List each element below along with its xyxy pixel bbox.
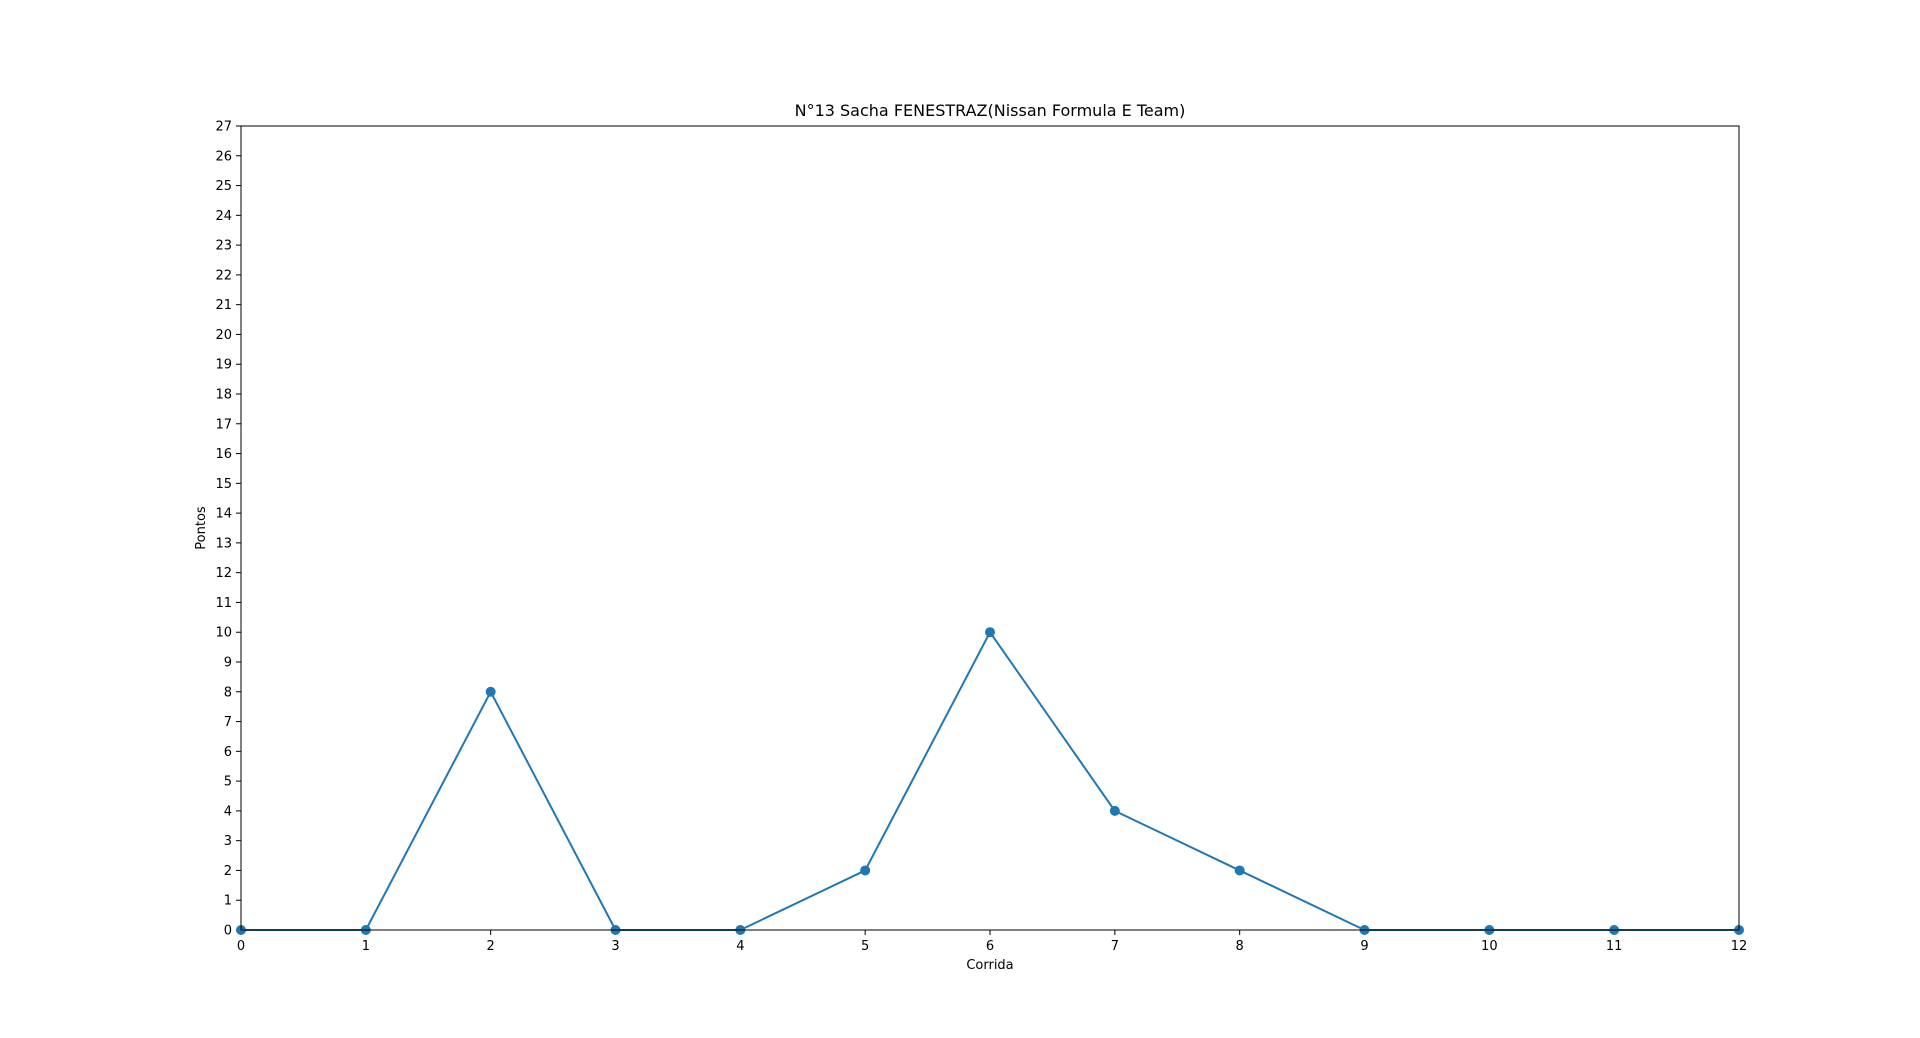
y-tick-label: 23 xyxy=(215,239,232,254)
x-tick-label: 1 xyxy=(362,939,370,954)
x-tick-label: 2 xyxy=(487,939,495,954)
axis-ticks: 0 1 2 3 4 5 6 7 8 9 10 11 12012345678910111213141516… xyxy=(215,120,1747,955)
data-point xyxy=(985,627,995,638)
y-tick-label: 12 xyxy=(215,566,232,581)
y-tick-label: 2 xyxy=(224,864,232,879)
y-tick-label: 9 xyxy=(224,656,232,671)
x-axis-label: Corrida xyxy=(966,958,1013,973)
y-tick-label: 24 xyxy=(215,209,232,224)
y-tick-label: 20 xyxy=(215,328,232,343)
y-tick-label: 17 xyxy=(215,417,232,432)
x-tick-label: 8 xyxy=(1236,939,1244,954)
y-tick-label: 16 xyxy=(215,447,232,462)
y-tick-label: 6 xyxy=(224,745,232,760)
y-tick-label: 13 xyxy=(215,536,232,551)
y-tick-label: 0 xyxy=(224,924,232,939)
x-tick-label: 0 xyxy=(237,939,245,954)
x-tick-label: 6 xyxy=(986,939,994,954)
data-point xyxy=(485,686,496,697)
x-tick-label: 5 xyxy=(861,939,869,954)
y-tick-label: 8 xyxy=(224,685,232,700)
y-tick-label: 18 xyxy=(215,388,232,403)
x-tick-label: 12 xyxy=(1731,939,1748,954)
y-tick-label: 27 xyxy=(215,120,232,135)
y-tick-label: 10 xyxy=(215,626,232,641)
x-tick-label: 10 xyxy=(1481,939,1498,954)
y-tick-label: 25 xyxy=(215,179,232,194)
series-line xyxy=(241,631,1739,931)
axes-frame xyxy=(240,125,1740,931)
y-tick-label: 1 xyxy=(224,894,232,909)
data-point xyxy=(1109,805,1120,816)
y-tick-label: 22 xyxy=(215,268,232,283)
y-tick-label: 26 xyxy=(215,149,232,164)
x-tick-label: 4 xyxy=(736,939,744,954)
y-tick-label: 21 xyxy=(215,298,232,313)
x-tick-label: 7 xyxy=(1111,939,1119,954)
chart-title: N°13 Sacha FENESTRAZ(Nissan Formula E Te… xyxy=(795,101,1186,120)
y-tick-label: 19 xyxy=(215,358,232,373)
y-tick-label: 4 xyxy=(224,804,232,819)
data-point xyxy=(1234,865,1245,876)
x-tick-label: 9 xyxy=(1360,939,1368,954)
x-tick-label: 3 xyxy=(611,939,619,954)
y-tick-label: 5 xyxy=(224,775,232,790)
y-tick-label: 11 xyxy=(215,596,232,611)
y-tick-label: 15 xyxy=(215,477,232,492)
y-tick-label: 14 xyxy=(215,507,232,522)
x-tick-label: 11 xyxy=(1606,939,1623,954)
y-tick-label: 3 xyxy=(224,834,232,849)
y-axis-label: Pontos xyxy=(194,506,209,550)
y-tick-label: 7 xyxy=(224,715,232,730)
plot-area xyxy=(236,627,1744,935)
data-point xyxy=(860,865,871,876)
